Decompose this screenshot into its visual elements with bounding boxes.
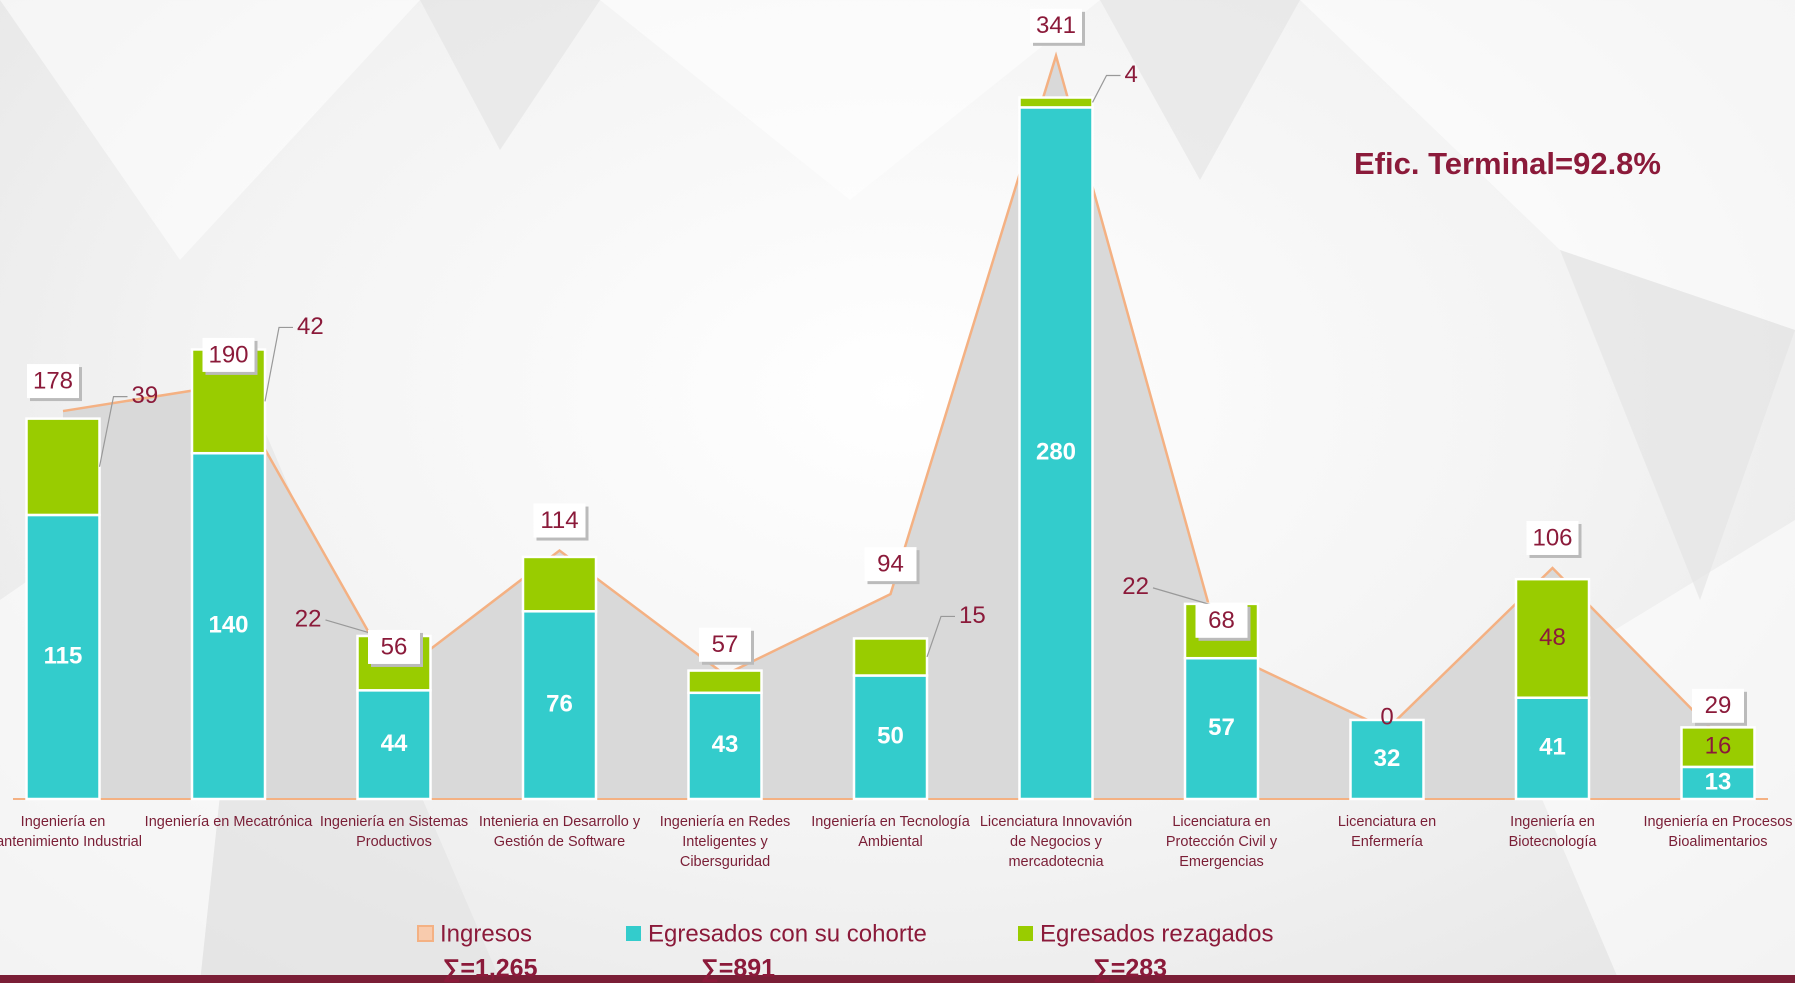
label-box-bg — [27, 364, 79, 399]
bar-segment — [25, 513, 101, 801]
data-label: 4 — [1125, 61, 1138, 88]
bar-segment — [852, 674, 929, 801]
data-label: 16 — [1705, 732, 1732, 759]
label-box: 106 — [1526, 520, 1582, 558]
data-label: 280 — [1036, 439, 1076, 466]
data-label: 57 — [1208, 714, 1235, 741]
leader-line — [1091, 74, 1121, 103]
label-box-bg — [1195, 603, 1248, 638]
label-box-bg — [202, 337, 255, 372]
x-tick-label: Ingeniería en Mantenimiento Industrial — [0, 814, 142, 850]
label-box: 56 — [368, 629, 423, 667]
data-label: 140 — [208, 611, 248, 638]
label-box: 68 — [1195, 603, 1251, 641]
data-label: 15 — [959, 602, 986, 629]
legend-label: Egresados con su cohorte — [648, 920, 927, 947]
legend-total: ∑=891 — [701, 955, 775, 983]
data-label: 178 — [33, 367, 73, 394]
label-box: 341 — [1030, 8, 1085, 46]
legend-total: ∑=1,265 — [443, 955, 538, 983]
bar-segment — [687, 691, 763, 801]
data-label: 43 — [712, 731, 739, 758]
label-box-bg — [368, 629, 420, 664]
label-box: 178 — [27, 364, 82, 402]
x-tick-label: Ingeniería en Mecatrónica — [144, 814, 313, 830]
bar-segment — [1183, 656, 1260, 801]
legend-label: Egresados rezagados — [1040, 920, 1273, 947]
data-label: 32 — [1374, 745, 1401, 772]
data-label: 22 — [295, 605, 322, 632]
legend-swatch — [626, 926, 641, 941]
bar-segment — [190, 451, 267, 801]
data-label: 94 — [877, 550, 904, 577]
x-tick-label: Licenciatura en Enfermería — [1337, 814, 1437, 850]
data-label: 106 — [1532, 524, 1572, 551]
data-label: 39 — [132, 382, 159, 409]
label-box-bg — [533, 503, 586, 538]
data-label: 190 — [208, 341, 248, 368]
label-box: 190 — [202, 337, 258, 375]
leader-line — [98, 396, 128, 467]
x-tick-label: Intenieria en Desarrollo y Gestión de So… — [478, 814, 641, 850]
legend-total: ∑=283 — [1093, 955, 1167, 983]
data-label: 42 — [297, 313, 324, 340]
x-tick-label: Ingeniería en Biotecnología — [1508, 814, 1597, 850]
bar-segment — [687, 669, 763, 695]
x-tick-label: Ingeniería en Sistemas Productivos — [319, 814, 469, 850]
data-label: 13 — [1705, 768, 1732, 795]
bar-segment — [1680, 726, 1756, 769]
x-tick-label: Ingeniería en Procesos Bioalimentarios — [1643, 814, 1793, 850]
bar-segment — [25, 417, 101, 517]
data-label: 115 — [44, 642, 83, 669]
footer-strip — [0, 975, 1795, 983]
data-label: 44 — [381, 730, 408, 757]
legend-label: Ingresos — [440, 920, 532, 947]
data-label: 76 — [546, 690, 573, 717]
data-label: 22 — [1122, 573, 1149, 600]
leader-line — [926, 615, 955, 658]
data-label: 50 — [877, 723, 904, 750]
area-line — [62, 51, 1719, 737]
x-tick-label: Ingeniería en Redes Inteligentes y Ciber… — [659, 814, 791, 870]
label-box-bg — [1692, 688, 1744, 723]
leader-line — [264, 326, 293, 402]
x-tick-label: Licenciatura en Protección Civil y Emerg… — [1165, 814, 1278, 870]
label-box: 114 — [533, 503, 589, 541]
data-label: 57 — [712, 631, 739, 658]
label-box: 29 — [1692, 688, 1747, 726]
x-tick-label: Ingeniería en Tecnología Ambiental — [811, 814, 970, 850]
bar-segment — [1514, 577, 1591, 699]
data-label: 0 — [1380, 703, 1393, 730]
data-label: 114 — [540, 507, 578, 534]
annotation: Efic. Terminal=92.8% — [1354, 146, 1661, 181]
bar-segment — [1018, 96, 1094, 109]
x-tick-label: Licenciatura Innovavión de Negocios y me… — [979, 814, 1133, 870]
bar-segment — [852, 637, 929, 677]
label-box: 94 — [864, 547, 920, 585]
legend-swatch — [417, 925, 434, 942]
data-label: 341 — [1036, 12, 1076, 39]
bar-segment — [521, 555, 598, 613]
legend-swatch — [1018, 926, 1033, 941]
label-box-bg — [699, 627, 751, 662]
data-label: 68 — [1208, 607, 1235, 634]
bar-segment — [356, 689, 432, 801]
label-box: 57 — [699, 627, 754, 665]
label-box-bg — [1030, 8, 1082, 43]
label-box-bg — [1526, 520, 1579, 555]
data-label: 41 — [1539, 734, 1566, 761]
label-box-bg — [864, 547, 917, 582]
data-label: 56 — [381, 633, 408, 660]
bar-segment — [1018, 106, 1094, 801]
data-label: 48 — [1539, 624, 1566, 651]
bar-segment — [1349, 718, 1425, 801]
data-label: 29 — [1705, 692, 1732, 719]
